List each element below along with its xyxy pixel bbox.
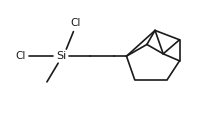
Text: Cl: Cl bbox=[15, 51, 26, 61]
Text: Si: Si bbox=[56, 51, 66, 61]
Text: Cl: Cl bbox=[70, 18, 81, 28]
